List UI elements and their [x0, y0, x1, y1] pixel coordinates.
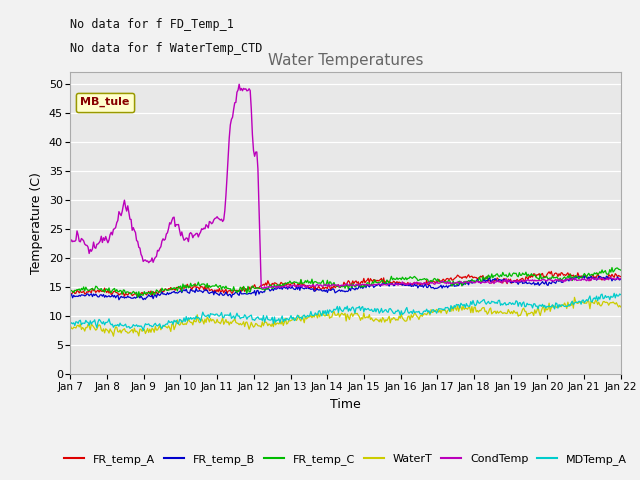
- CondTemp: [367, 282, 374, 288]
- FR_temp_C: [329, 281, 337, 287]
- CondTemp: [330, 282, 338, 288]
- FR_temp_B: [582, 273, 589, 278]
- FR_temp_A: [519, 276, 527, 281]
- MDTemp_A: [519, 300, 527, 306]
- CondTemp: [67, 240, 74, 245]
- FR_temp_B: [396, 281, 403, 287]
- WaterT: [67, 323, 74, 329]
- FR_temp_A: [332, 284, 340, 289]
- FR_temp_B: [617, 276, 625, 282]
- Y-axis label: Temperature (C): Temperature (C): [30, 172, 43, 274]
- FR_temp_B: [67, 293, 74, 299]
- FR_temp_B: [606, 276, 614, 281]
- CondTemp: [260, 286, 268, 291]
- WaterT: [396, 313, 403, 319]
- WaterT: [365, 312, 373, 318]
- MDTemp_A: [611, 290, 618, 296]
- Line: FR_temp_C: FR_temp_C: [70, 267, 621, 298]
- MDTemp_A: [617, 292, 625, 298]
- Title: Water Temperatures: Water Temperatures: [268, 53, 423, 68]
- WaterT: [571, 294, 579, 300]
- WaterT: [519, 306, 527, 312]
- WaterT: [329, 310, 337, 316]
- FR_temp_B: [115, 297, 123, 302]
- X-axis label: Time: Time: [330, 397, 361, 410]
- WaterT: [109, 333, 117, 339]
- FR_temp_B: [365, 284, 373, 290]
- FR_temp_A: [329, 285, 337, 291]
- FR_temp_C: [519, 270, 527, 276]
- MDTemp_A: [140, 328, 147, 334]
- Line: FR_temp_A: FR_temp_A: [70, 271, 621, 297]
- FR_temp_A: [547, 268, 555, 274]
- FR_temp_C: [617, 267, 625, 273]
- Text: No data for f FD_Temp_1: No data for f FD_Temp_1: [70, 18, 234, 31]
- FR_temp_A: [617, 274, 625, 279]
- MDTemp_A: [329, 308, 337, 314]
- Line: WaterT: WaterT: [70, 297, 621, 336]
- MDTemp_A: [365, 307, 373, 313]
- FR_temp_A: [365, 279, 373, 285]
- Text: No data for f WaterTemp_CTD: No data for f WaterTemp_CTD: [70, 42, 263, 55]
- Legend: FR_temp_A, FR_temp_B, FR_temp_C, WaterT, CondTemp, MDTemp_A: FR_temp_A, FR_temp_B, FR_temp_C, WaterT,…: [60, 450, 632, 469]
- FR_temp_A: [606, 273, 614, 278]
- FR_temp_C: [332, 283, 340, 288]
- Line: MDTemp_A: MDTemp_A: [70, 293, 621, 331]
- FR_temp_C: [605, 271, 612, 276]
- FR_temp_A: [148, 294, 156, 300]
- FR_temp_B: [329, 286, 337, 292]
- MDTemp_A: [605, 294, 612, 300]
- Line: CondTemp: CondTemp: [70, 84, 621, 288]
- CondTemp: [617, 276, 625, 282]
- CondTemp: [396, 281, 404, 287]
- FR_temp_C: [396, 276, 403, 281]
- WaterT: [332, 312, 340, 318]
- FR_temp_C: [608, 264, 616, 270]
- FR_temp_B: [332, 289, 340, 295]
- FR_temp_C: [365, 280, 373, 286]
- FR_temp_B: [519, 281, 527, 287]
- MDTemp_A: [332, 306, 340, 312]
- FR_temp_C: [134, 295, 141, 300]
- Legend: MB_tule: MB_tule: [76, 93, 134, 112]
- FR_temp_C: [67, 287, 74, 293]
- MDTemp_A: [396, 309, 403, 314]
- CondTemp: [236, 82, 243, 87]
- CondTemp: [606, 274, 614, 280]
- FR_temp_A: [67, 290, 74, 296]
- WaterT: [617, 304, 625, 310]
- MDTemp_A: [67, 321, 74, 327]
- CondTemp: [333, 282, 341, 288]
- WaterT: [606, 300, 614, 306]
- FR_temp_A: [396, 279, 403, 285]
- Line: FR_temp_B: FR_temp_B: [70, 276, 621, 300]
- CondTemp: [520, 278, 527, 284]
